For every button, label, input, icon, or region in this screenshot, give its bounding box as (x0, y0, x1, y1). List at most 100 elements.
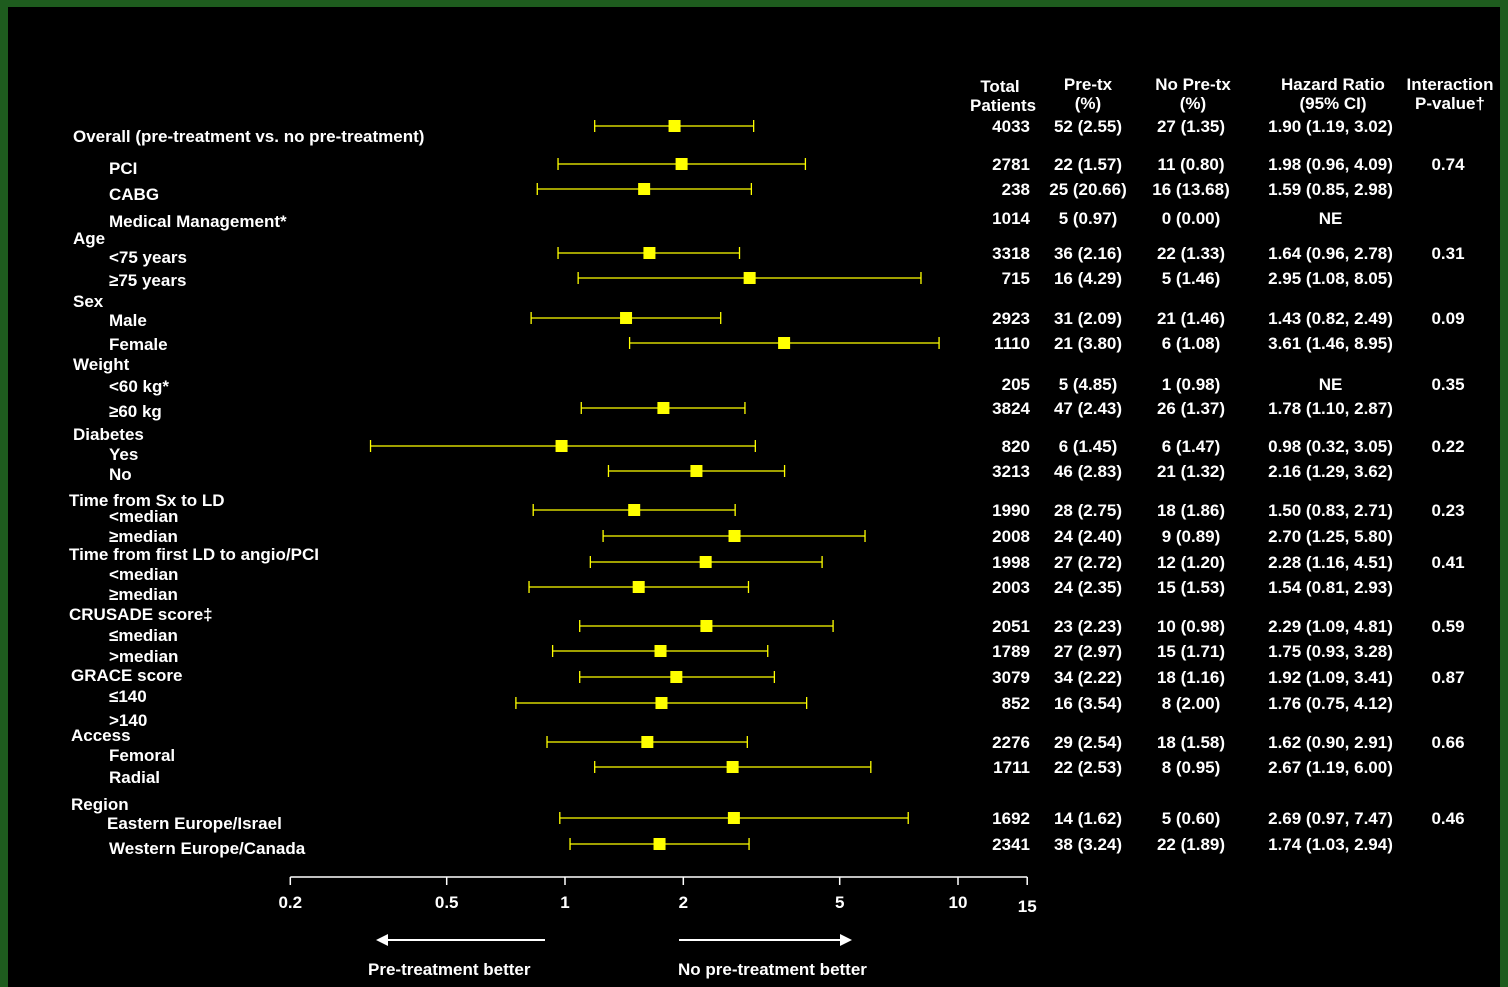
cell-p: 0.22 (1431, 437, 1465, 456)
cell-pretx: 31 (2.09) (1053, 309, 1123, 328)
cell-hr-text: 2.16 (1.29, 3.62) (1268, 462, 1393, 481)
x-tick-label: 15 (1017, 897, 1037, 916)
cell-pretx: 22 (1.57) (1053, 155, 1123, 174)
cell-nopretx: 5 (1.46) (1161, 269, 1221, 288)
cell-nopretx: 10 (0.98) (1156, 617, 1226, 636)
cell-total: 852 (1001, 694, 1030, 713)
hr-marker (670, 671, 683, 683)
cell-pretx: 6 (1.45) (1058, 437, 1118, 456)
subgroup-label: <60 kg* (109, 377, 170, 396)
cell-hr-text: 2.70 (1.25, 5.80) (1268, 527, 1393, 546)
cell-hr-text: 1.75 (0.93, 3.28) (1268, 642, 1393, 661)
subgroup-label: ≤140 (109, 687, 147, 706)
cell-total: 2003 (992, 578, 1030, 597)
cell-nopretx: 8 (2.00) (1161, 694, 1221, 713)
cell-p: 0.59 (1431, 617, 1465, 636)
cell-total: 2276 (992, 733, 1030, 752)
subgroup-label: <75 years (109, 248, 187, 267)
cell-total: 2341 (992, 835, 1030, 854)
cell-total: 2051 (992, 617, 1030, 636)
cell-hr-text: 1.78 (1.10, 2.87) (1268, 399, 1393, 418)
cell-pretx: 23 (2.23) (1053, 617, 1123, 636)
subgroup-label: GRACE score (71, 666, 183, 685)
cell-pretx: 29 (2.54) (1053, 733, 1123, 752)
subgroup-label: Male (109, 311, 147, 330)
cell-nopretx: 6 (1.08) (1161, 334, 1221, 353)
cell-hr-text: 1.74 (1.03, 2.94) (1268, 835, 1393, 854)
cell-pretx: 36 (2.16) (1053, 244, 1123, 263)
cell-hr-text: 2.29 (1.09, 4.81) (1268, 617, 1393, 636)
cell-pretx: 34 (2.22) (1053, 668, 1123, 687)
header-interaction-p: Interaction P-value† (1406, 75, 1494, 113)
cell-total: 4033 (992, 117, 1030, 136)
cell-nopretx: 1 (0.98) (1161, 375, 1221, 394)
cell-pretx: 24 (2.40) (1053, 527, 1123, 546)
cell-p: 0.09 (1431, 309, 1465, 328)
subgroup-label: Diabetes (73, 425, 144, 444)
subgroup-label: Time from Sx to LD (69, 491, 225, 510)
cell-total: 3213 (992, 462, 1030, 481)
subgroup-label: <median (109, 565, 179, 584)
cell-hr-text: 2.69 (0.97, 7.47) (1268, 809, 1393, 828)
cell-nopretx: 5 (0.60) (1161, 809, 1221, 828)
cell-total: 715 (1001, 269, 1030, 288)
cell-total: 1990 (992, 501, 1030, 520)
x-tick-label: 5 (834, 893, 845, 912)
cell-nopretx: 21 (1.46) (1156, 309, 1226, 328)
cell-hr-text: 1.90 (1.19, 3.02) (1268, 117, 1393, 136)
cell-hr-text: 1.50 (0.83, 2.71) (1268, 501, 1393, 520)
header-no-pre-tx: No Pre-tx (%) (1155, 75, 1231, 113)
hr-marker (690, 465, 703, 477)
hr-marker (643, 247, 656, 259)
cell-nopretx: 0 (0.00) (1161, 209, 1221, 228)
cell-total: 2923 (992, 309, 1030, 328)
cell-pretx: 27 (2.72) (1053, 553, 1123, 572)
cell-hr-text: 1.62 (0.90, 2.91) (1268, 733, 1393, 752)
cell-hr-text: NE (1318, 375, 1343, 394)
hr-marker (641, 736, 654, 748)
header-total-patients: Total Patients (970, 77, 1037, 115)
cell-nopretx: 22 (1.33) (1156, 244, 1226, 263)
cell-hr-text: 1.54 (0.81, 2.93) (1268, 578, 1393, 597)
cell-p: 0.35 (1431, 375, 1465, 394)
header-pre-tx: Pre-tx (%) (1063, 75, 1113, 113)
cell-total: 1110 (994, 334, 1030, 353)
x-tick-label: 2 (678, 893, 689, 912)
cell-p: 0.31 (1431, 244, 1465, 263)
subgroup-label: Female (109, 335, 168, 354)
cell-pretx: 22 (2.53) (1053, 758, 1123, 777)
cell-pretx: 5 (0.97) (1058, 209, 1118, 228)
cell-total: 1998 (992, 553, 1030, 572)
chart-canvas: Total Patients Pre-tx (%) No Pre-tx (%) Haz… (8, 7, 1500, 987)
cell-pretx: 5 (4.85) (1058, 375, 1118, 394)
cell-nopretx: 22 (1.89) (1156, 835, 1226, 854)
cell-nopretx: 6 (1.47) (1161, 437, 1221, 456)
hr-marker (675, 158, 688, 170)
cell-nopretx: 8 (0.95) (1161, 758, 1221, 777)
hr-marker (699, 556, 712, 568)
subgroup-label: Weight (73, 355, 130, 374)
subgroup-label: <median (109, 507, 179, 526)
cell-total: 1789 (992, 642, 1030, 661)
cell-total: 1711 (993, 758, 1030, 777)
cell-pretx: 21 (3.80) (1053, 334, 1123, 353)
cell-nopretx: 12 (1.20) (1156, 553, 1226, 572)
cell-nopretx: 26 (1.37) (1156, 399, 1226, 418)
subgroup-label: Western Europe/Canada (109, 839, 306, 858)
subgroup-label: ≥60 kg (109, 402, 162, 421)
subgroup-label: Yes (109, 445, 139, 464)
subgroup-label: Time from first LD to angio/PCI (69, 545, 319, 564)
cell-nopretx: 18 (1.16) (1156, 668, 1226, 687)
subgroup-label: >140 (109, 711, 148, 730)
cell-nopretx: 11 (0.80) (1157, 155, 1225, 174)
hr-marker (628, 504, 641, 516)
hr-marker (728, 530, 741, 542)
cell-p: 0.46 (1431, 809, 1465, 828)
hr-marker (655, 697, 668, 709)
hr-marker (620, 312, 633, 324)
hr-marker (778, 337, 791, 349)
subgroup-label: Access (71, 726, 131, 745)
subgroup-label: ≥median (109, 527, 178, 546)
hr-marker (638, 183, 651, 195)
subgroup-label: Medical Management* (109, 212, 287, 231)
